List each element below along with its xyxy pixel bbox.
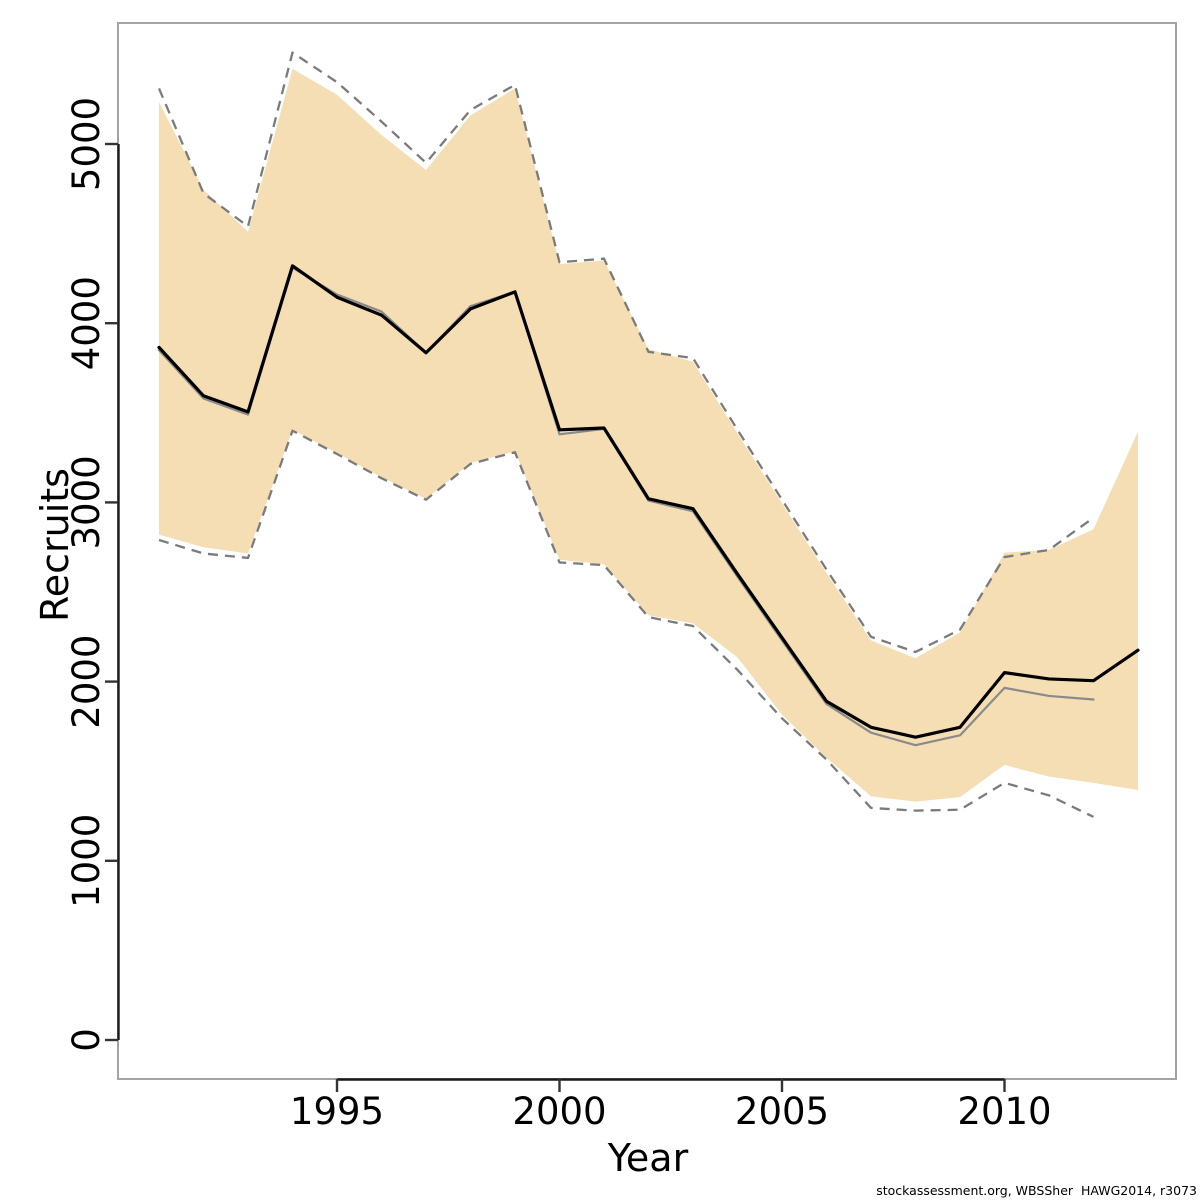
x-tick-label: 2010 <box>957 1090 1051 1133</box>
x-axis: 1995 2000 2005 2010 <box>290 1078 1052 1133</box>
x-tick-label: 1995 <box>290 1090 384 1133</box>
y-tick-label: 1000 <box>65 814 108 908</box>
previous-ci-upper-line <box>157 51 1095 654</box>
y-axis: 0 1000 2000 3000 4000 5000 <box>65 97 120 1052</box>
confidence-band <box>159 68 1138 802</box>
footer-credit: stockassessment.org, WBSSher HAWG2014, r… <box>876 1183 1197 1198</box>
y-tick-label: 0 <box>65 1028 108 1052</box>
y-tick-label: 2000 <box>65 635 108 729</box>
x-tick-label: 2005 <box>735 1090 829 1133</box>
previous-ci-lower-line <box>158 429 1095 818</box>
plot-area <box>157 51 1140 818</box>
y-axis-title: Recruits <box>33 468 77 622</box>
y-tick-label: 3000 <box>65 455 108 549</box>
y-tick-label: 5000 <box>65 97 108 191</box>
x-tick-label: 2000 <box>512 1090 606 1133</box>
x-axis-title: Year <box>607 1136 689 1180</box>
current-assessment-median-line <box>157 264 1140 739</box>
y-tick-label: 4000 <box>65 276 108 370</box>
